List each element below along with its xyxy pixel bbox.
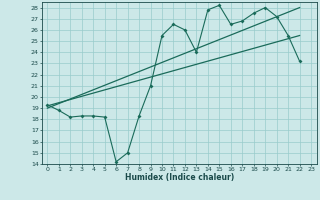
- X-axis label: Humidex (Indice chaleur): Humidex (Indice chaleur): [124, 173, 234, 182]
